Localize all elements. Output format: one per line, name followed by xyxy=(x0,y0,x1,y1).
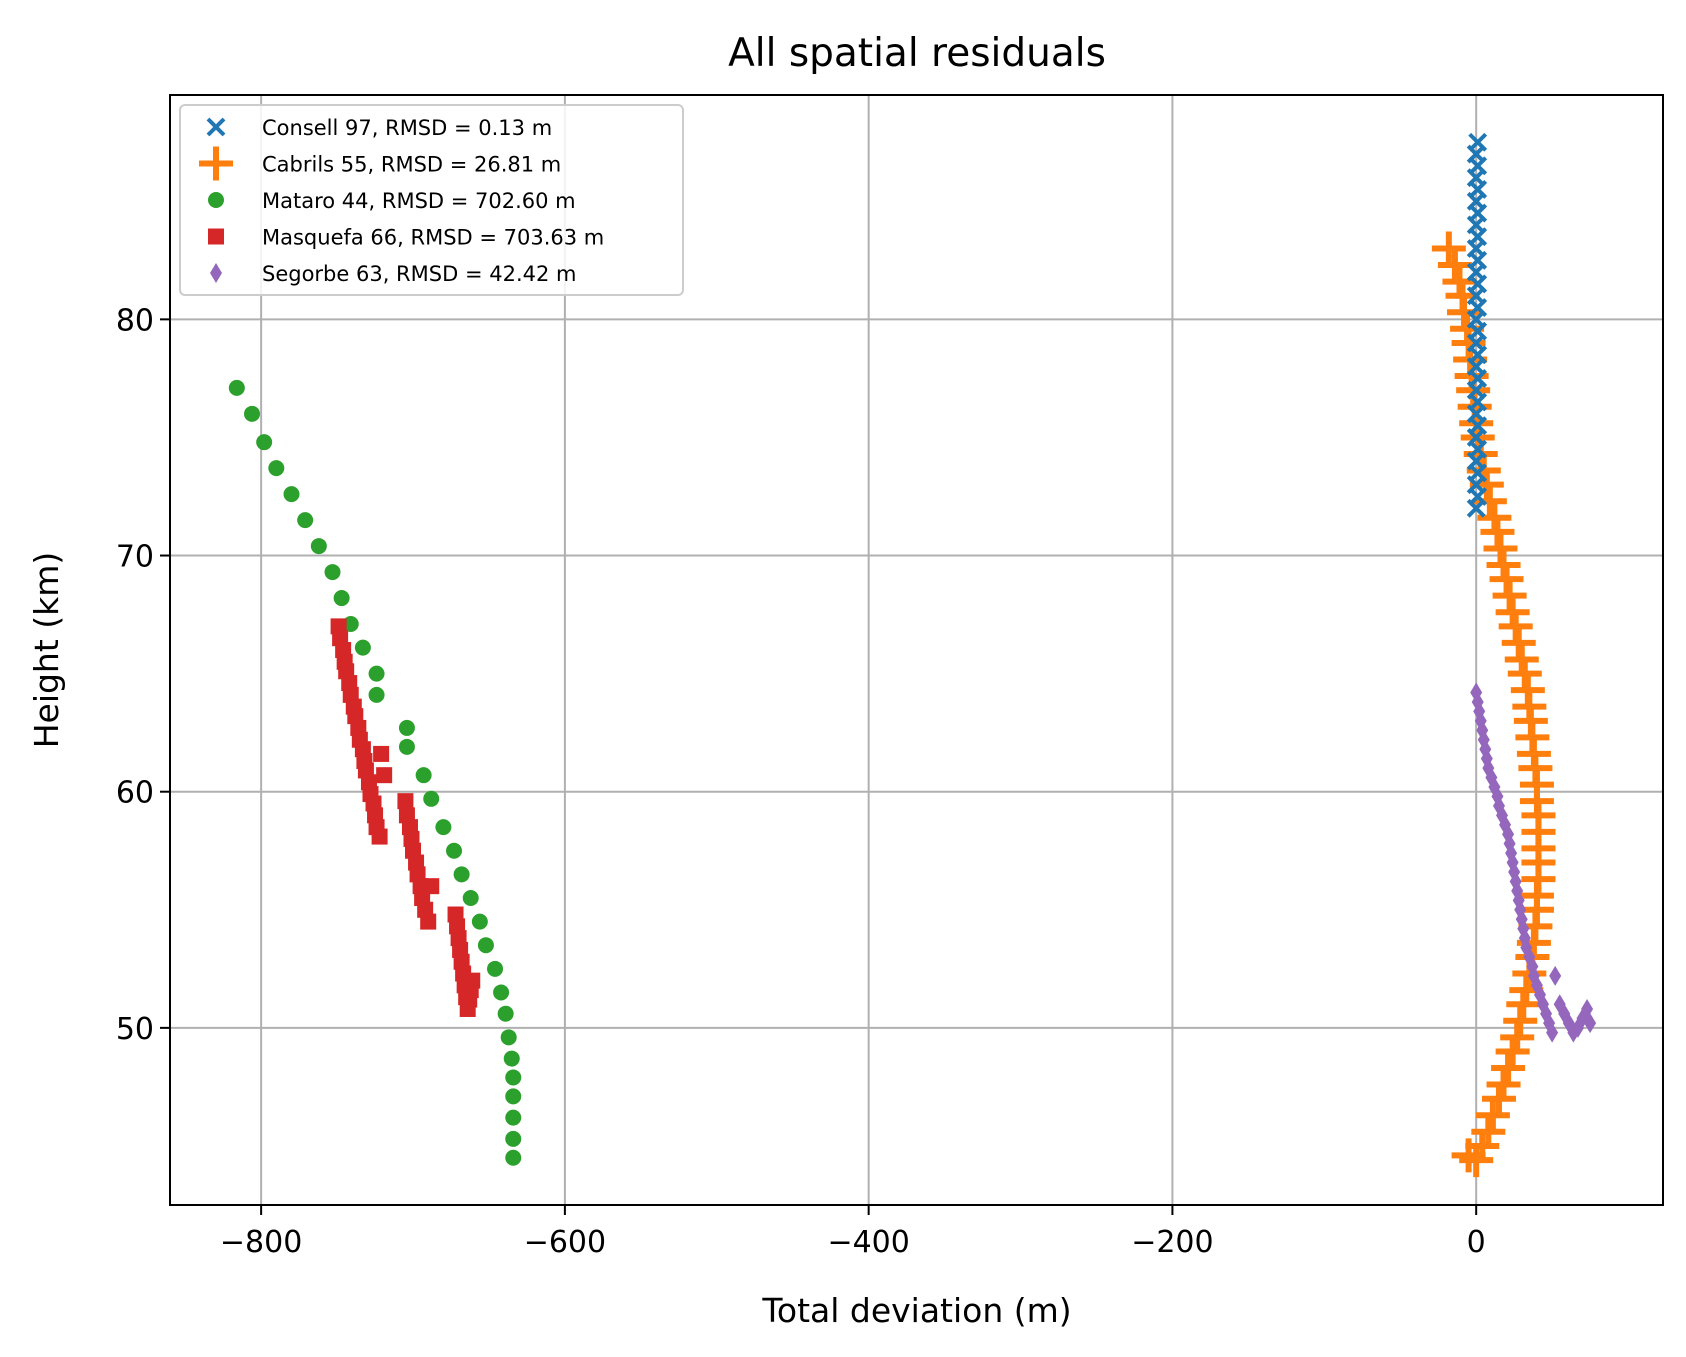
data-point xyxy=(1492,578,1527,613)
data-point xyxy=(1459,1143,1494,1178)
legend-label: Segorbe 63, RMSD = 42.42 m xyxy=(262,262,576,286)
data-point xyxy=(297,512,314,529)
y-tick-label: 70 xyxy=(116,540,154,575)
series-4 xyxy=(1470,682,1597,1043)
series-2 xyxy=(228,379,522,1166)
data-point xyxy=(1495,1034,1530,1069)
legend-label: Mataro 44, RMSD = 702.60 m xyxy=(262,189,576,213)
data-point xyxy=(1483,531,1518,566)
data-point xyxy=(453,866,470,883)
x-tick-label: 0 xyxy=(1467,1225,1486,1260)
data-point xyxy=(368,686,385,703)
legend: Consell 97, RMSD = 0.13 m Cabrils 55, RMS… xyxy=(179,104,684,296)
data-point xyxy=(342,616,359,633)
x-tick-label: −800 xyxy=(220,1225,302,1260)
data-point xyxy=(420,913,437,930)
data-point xyxy=(1437,248,1472,283)
data-point xyxy=(487,960,504,977)
data-point xyxy=(435,819,452,836)
data-point xyxy=(397,793,414,810)
data-point xyxy=(505,1088,522,1105)
y-tick-label: 50 xyxy=(116,1012,154,1047)
data-point xyxy=(1468,132,1488,152)
data-point xyxy=(310,538,327,555)
data-point xyxy=(354,639,371,656)
data-point xyxy=(505,1130,522,1147)
axis-ticks: −800 −600 −400 −200 0 50 60 70 80 xyxy=(116,303,1486,1260)
data-point xyxy=(1472,484,1507,519)
data-point xyxy=(244,405,261,422)
data-point xyxy=(1451,1138,1486,1173)
data-point xyxy=(1584,1013,1597,1034)
legend-marker xyxy=(208,228,224,245)
data-point xyxy=(398,738,415,755)
plot-frame xyxy=(169,94,1664,1206)
data-point xyxy=(446,842,463,859)
x-axis-label: Total deviation (m) xyxy=(761,1291,1071,1330)
data-point xyxy=(398,719,415,736)
data-point xyxy=(500,1029,517,1046)
data-point xyxy=(477,937,494,954)
data-point xyxy=(505,1149,522,1166)
data-point xyxy=(464,972,481,989)
data-point xyxy=(1491,1051,1526,1086)
legend-label: Masquefa 66, RMSD = 703.63 m xyxy=(262,226,604,250)
y-tick-label: 80 xyxy=(116,303,154,338)
data-point xyxy=(368,665,385,682)
data-point xyxy=(503,1050,520,1067)
data-point xyxy=(1549,965,1562,986)
data-point xyxy=(471,913,488,930)
chart-title: All spatial residuals xyxy=(728,31,1106,76)
data-point xyxy=(283,486,300,503)
data-point xyxy=(324,564,341,581)
data-point xyxy=(333,590,350,607)
data-point xyxy=(1501,625,1536,660)
data-point xyxy=(1481,1081,1516,1116)
data-point xyxy=(1480,514,1515,549)
data-point xyxy=(1498,609,1533,644)
data-point xyxy=(462,889,479,906)
data-point xyxy=(497,1005,514,1022)
x-tick-label: −200 xyxy=(1131,1225,1213,1260)
data-point xyxy=(1507,656,1542,691)
data-point xyxy=(1431,231,1466,266)
data-point xyxy=(1506,987,1541,1022)
data-point xyxy=(376,767,393,784)
x-tick-label: −400 xyxy=(827,1225,909,1260)
x-tick-label: −600 xyxy=(524,1225,606,1260)
data-point xyxy=(228,379,245,396)
series-3 xyxy=(330,618,481,1017)
data-point xyxy=(423,878,440,895)
data-point xyxy=(505,1069,522,1086)
data-point xyxy=(373,745,390,762)
legend-label: Cabrils 55, RMSD = 26.81 m xyxy=(262,153,561,177)
series-0 xyxy=(1466,132,1488,518)
data-point xyxy=(268,460,285,477)
data-marks xyxy=(228,132,1597,1178)
data-point xyxy=(493,984,510,1001)
data-point xyxy=(371,828,388,845)
legend-marker xyxy=(208,192,224,208)
data-point xyxy=(1489,562,1524,597)
y-axis-label: Height (km) xyxy=(27,552,66,749)
data-point xyxy=(1546,1022,1559,1043)
data-point xyxy=(1503,1003,1538,1038)
y-tick-label: 60 xyxy=(116,776,154,811)
data-point xyxy=(505,1109,522,1126)
legend-marker xyxy=(206,117,226,137)
data-point xyxy=(256,434,273,451)
data-point xyxy=(415,767,432,784)
data-point xyxy=(423,790,440,807)
legend-marker xyxy=(199,146,233,181)
data-point xyxy=(1567,1022,1580,1043)
legend-marker xyxy=(210,263,222,283)
legend-label: Consell 97, RMSD = 0.13 m xyxy=(262,116,552,140)
data-point xyxy=(1475,1098,1510,1133)
legend-frame xyxy=(179,104,684,296)
